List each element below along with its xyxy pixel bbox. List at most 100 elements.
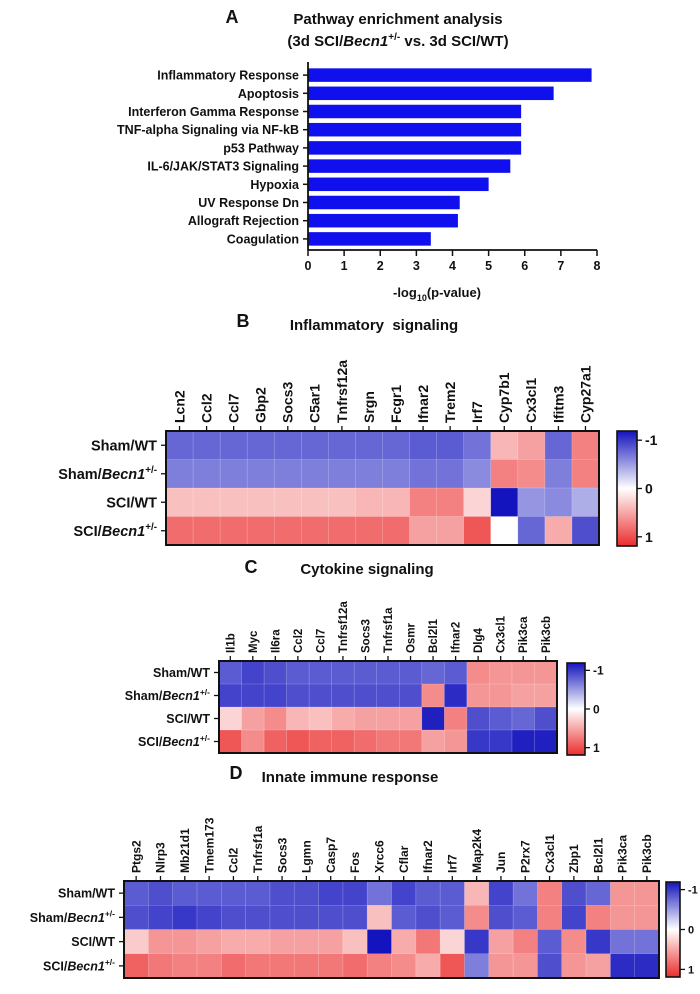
bar-uv-response-dn [308, 195, 460, 210]
heatmap-cell [444, 707, 468, 731]
bar-tnf-alpha-signaling-via-nf-kb [308, 122, 522, 137]
column-label: Ccl2 [293, 629, 305, 653]
heatmap-cell [354, 730, 378, 754]
column-label: Xrcc6 [373, 840, 387, 873]
heatmap-cell [286, 730, 310, 754]
heatmap-cell [409, 488, 437, 517]
heatmap-cell [342, 881, 368, 906]
column-label: Srgn [361, 391, 377, 423]
heatmap-cell [436, 488, 464, 517]
bar-coagulation [308, 232, 431, 246]
heatmap-cell [286, 661, 310, 685]
heatmap-cell [409, 516, 437, 546]
y-tick-label: Interferon Gamma Response [128, 105, 299, 119]
column-label: Osmr [406, 622, 418, 653]
heatmap-cell [328, 488, 356, 517]
heatmap-cell [376, 707, 400, 731]
heatmap-cell [301, 431, 329, 460]
panel-a-bar-chart: A Pathway enrichment analysis (3d SCI/Be… [117, 7, 600, 303]
heatmap-cell [247, 488, 275, 517]
row-label: Sham/Becn1+/- [125, 687, 210, 703]
heatmap-cell [444, 684, 468, 708]
heatmap-cell [172, 929, 198, 955]
heatmap-cell [294, 929, 319, 955]
heatmap-cell [399, 707, 423, 731]
colorbar-tick-label: 1 [688, 964, 694, 976]
heatmap-cell [269, 905, 295, 930]
heatmap-cell [586, 881, 611, 906]
heatmap-cell [172, 953, 198, 979]
heatmap-cell [571, 431, 600, 460]
heatmap-cell [219, 730, 242, 754]
heatmap-cell [511, 661, 535, 685]
column-label: Gbp2 [253, 387, 269, 423]
heatmap-cell [318, 881, 344, 906]
heatmap-cell [391, 905, 417, 930]
heatmap-cell [172, 881, 198, 906]
column-label: Tnfrsf12a [334, 360, 350, 423]
heatmap-cell [241, 661, 265, 685]
column-label: Pik3ca [518, 616, 530, 653]
heatmap-cell [534, 707, 558, 731]
heatmap-cell [490, 488, 519, 517]
heatmap-cell [444, 661, 468, 685]
heatmap-cell [466, 730, 490, 754]
column-label: Ifnar2 [451, 622, 463, 653]
x-tick-label: 4 [449, 259, 456, 273]
heatmap-cell [489, 684, 513, 708]
heatmap-cell [148, 881, 173, 906]
heatmap-cell [376, 684, 400, 708]
heatmap-cell [488, 905, 514, 930]
row-label: SCI/WT [71, 935, 115, 949]
panel-a-title-line1: Pathway enrichment analysis [293, 11, 502, 28]
bar-allograft-rejection [308, 213, 458, 228]
heatmap-cell [221, 905, 246, 930]
x-tick-label: 0 [305, 259, 312, 273]
colorbar-tick-label: 1 [593, 741, 600, 755]
heatmap-cell [511, 730, 535, 754]
heatmap-cell [286, 684, 310, 708]
panel-d-title: Innate immune response [262, 769, 439, 786]
heatmap-cell [367, 929, 392, 955]
heatmap-cell [586, 905, 611, 930]
row-label: Sham/WT [91, 438, 157, 454]
bar-inflammatory-response [308, 68, 592, 82]
heatmap-cell [355, 431, 383, 460]
heatmap-cell [309, 684, 332, 708]
column-label: Nlrp3 [154, 842, 168, 873]
heatmap-cell [421, 730, 445, 754]
column-label: Irf7 [469, 401, 485, 423]
heatmap-cell [488, 929, 514, 955]
heatmap-cell [561, 905, 587, 930]
heatmap-cell [391, 929, 417, 955]
heatmap-cell [193, 516, 221, 546]
column-label: Ifnar2 [415, 385, 431, 423]
heatmap-cell [517, 431, 546, 460]
heatmap-cell [440, 953, 465, 979]
heatmap-cell [148, 929, 173, 955]
heatmap-cell [391, 953, 417, 979]
heatmap-cell [309, 730, 332, 754]
heatmap-cell [464, 881, 490, 906]
y-tick-label: Inflammatory Response [157, 69, 299, 83]
column-label: Ptgs2 [129, 840, 143, 873]
column-label: Ifitm3 [550, 385, 566, 423]
column-label: Ccl7 [226, 393, 242, 423]
heatmap-cell [489, 707, 513, 731]
bar-il-6-jak-stat3-signaling [308, 159, 511, 173]
heatmap-cell [264, 684, 287, 708]
heatmap-cell [274, 459, 302, 489]
heatmap-cell [610, 929, 635, 955]
heatmap-border [123, 880, 660, 979]
heatmap-cell [221, 953, 246, 979]
column-label: Lcn2 [171, 390, 187, 423]
heatmap-cell [399, 661, 423, 685]
heatmap-cell [436, 459, 464, 489]
heatmap-cell [634, 929, 660, 955]
heatmap-cell [464, 905, 490, 930]
heatmap-cell [355, 459, 383, 489]
heatmap-cell [440, 905, 465, 930]
heatmap-cell [264, 707, 287, 731]
heatmap-cell [561, 929, 587, 955]
heatmap-cell [274, 431, 302, 460]
